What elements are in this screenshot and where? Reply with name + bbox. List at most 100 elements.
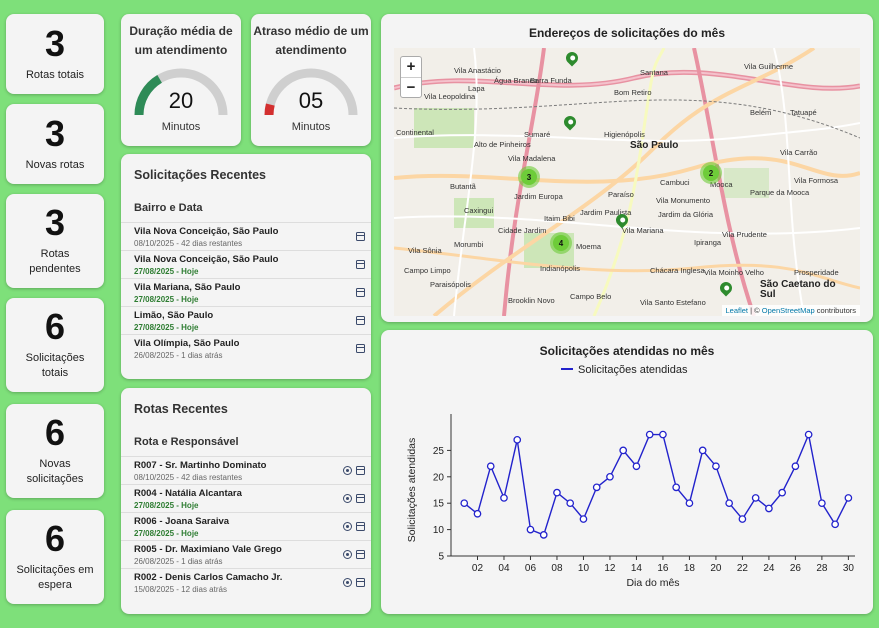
stat-value: 3 — [44, 22, 66, 64]
globe-icon[interactable] — [343, 522, 352, 531]
stat-label: Rotas totais — [25, 68, 85, 81]
stat-card-total-requests: 6 Solicitações totais — [6, 298, 104, 392]
gauge-title: Atraso médio de um atendimento — [253, 24, 369, 57]
map-place-label: Paraíso — [608, 190, 634, 199]
list-item-date: 27/08/2025 - Hoje — [134, 323, 199, 332]
map-place-label: Ipiranga — [694, 238, 722, 247]
list-item-title: R007 - Sr. Martinho Dominato — [134, 460, 267, 471]
stat-value: 3 — [44, 112, 66, 154]
gauge-title: Duração média de um atendimento — [129, 24, 233, 57]
map-place-label: Paraisópolis — [430, 280, 471, 289]
gauge-value: 05 — [298, 88, 324, 113]
data-point — [553, 488, 561, 497]
gauge-avg-delay: Atraso médio de um atendimento 05 Minuto… — [251, 14, 371, 146]
data-point — [632, 462, 641, 471]
list-item[interactable]: Vila Mariana, São Paulo 27/08/2025 - Hoje — [121, 278, 371, 306]
leaflet-link[interactable]: Leaflet — [725, 306, 749, 315]
map-place-label: Moema — [576, 242, 602, 251]
y-tick-label: 25 — [433, 446, 445, 457]
list-item[interactable]: Vila Nova Conceição, São Paulo 08/10/2025… — [121, 222, 371, 250]
data-point — [579, 515, 588, 523]
calendar-icon[interactable] — [356, 288, 365, 297]
x-axis-label: Dia do mês — [626, 577, 679, 589]
map-cluster-marker[interactable]: 4 — [550, 232, 572, 254]
data-point — [751, 494, 760, 502]
calendar-icon[interactable] — [356, 466, 365, 475]
map-cluster-marker[interactable]: 2 — [700, 162, 722, 184]
calendar-icon[interactable] — [356, 316, 365, 325]
cluster-count: 2 — [703, 165, 719, 181]
list-item-title: R005 - Dr. Maximiano Vale Grego — [134, 544, 282, 555]
map-place-label: Jardim Paulista — [580, 208, 632, 217]
list-item[interactable]: R004 - Natália Alcantara 27/08/2025 - Hoj… — [121, 484, 371, 512]
globe-icon[interactable] — [343, 494, 352, 503]
globe-icon[interactable] — [343, 550, 352, 559]
map-place-label: Chácara Inglesa — [650, 266, 705, 275]
x-tick-label: 10 — [578, 563, 590, 574]
recent-requests-panel: Solicitações Recentes Bairro e Data Vila… — [121, 154, 371, 379]
map-place-label: Vila Santo Estefano — [640, 298, 706, 307]
x-tick-label: 22 — [737, 563, 749, 574]
x-tick-label: 20 — [710, 563, 722, 574]
data-point — [486, 462, 495, 471]
stat-value: 6 — [44, 412, 66, 454]
map-place-label: Jardim Europa — [514, 192, 563, 201]
map-place-label: São Paulo — [630, 140, 679, 151]
list-item[interactable]: R007 - Sr. Martinho Dominato 08/10/2025 -… — [121, 456, 371, 484]
x-tick-label: 12 — [604, 563, 616, 574]
map-place-label: Vila Mariana — [622, 226, 664, 235]
list-item[interactable]: Vila Nova Conceição, São Paulo 27/08/2025… — [121, 250, 371, 278]
map-place-label: Vila Carrão — [780, 148, 818, 157]
list-item[interactable]: Limão, São Paulo 27/08/2025 - Hoje — [121, 306, 371, 334]
stat-value: 6 — [44, 518, 66, 560]
calendar-icon[interactable] — [356, 344, 365, 353]
data-point — [539, 531, 548, 539]
map-place-label: Cidade Jardim — [498, 226, 547, 235]
list-item[interactable]: R005 - Dr. Maximiano Vale Grego 26/08/202… — [121, 540, 371, 568]
zoom-out-button[interactable]: − — [401, 77, 421, 97]
list-item[interactable]: R002 - Denis Carlos Camacho Jr. 15/08/202… — [121, 568, 371, 596]
chart-title: Solicitações atendidas no mês — [539, 344, 715, 358]
list-item-title: Limão, São Paulo — [134, 310, 214, 321]
stat-value: 3 — [44, 202, 66, 244]
map-place-label: Continental — [396, 128, 434, 137]
map-place-label: Vila Anastácio — [454, 66, 501, 75]
stat-card-waiting-requests: 6 Solicitações em espera — [6, 510, 104, 604]
calendar-icon[interactable] — [356, 578, 365, 587]
map-cluster-marker[interactable]: 3 — [518, 166, 540, 188]
gauge-avg-duration: Duração média de um atendimento 20 Minut… — [121, 14, 241, 146]
data-point — [712, 462, 720, 471]
map-place-label: Tatuapé — [790, 108, 817, 117]
data-point — [804, 430, 813, 439]
list-item-title: R006 - Joana Saraiva — [134, 516, 230, 527]
list-item[interactable]: R006 - Joana Saraiva 27/08/2025 - Hoje — [121, 512, 371, 540]
calendar-icon[interactable] — [356, 232, 365, 241]
globe-icon[interactable] — [343, 578, 352, 587]
map-place-label: Bom Retiro — [614, 88, 652, 97]
data-point — [513, 435, 522, 444]
calendar-icon[interactable] — [356, 260, 365, 269]
osm-link[interactable]: OpenStreetMap — [761, 306, 815, 315]
x-tick-label: 28 — [816, 563, 828, 574]
y-tick-label: 15 — [433, 499, 445, 510]
globe-icon[interactable] — [343, 466, 352, 475]
gauge-unit: Minutos — [291, 121, 331, 133]
zoom-in-button[interactable]: + — [406, 58, 416, 75]
stat-label: Solicitações em espera — [16, 564, 94, 591]
list-item-date: 26/08/2025 - 1 dias atrás — [134, 557, 223, 566]
line-chart: Solicitações atendidas 5 10 15 20 25 02 04 06 08 1… — [406, 364, 855, 589]
list-item-title: Vila Nova Conceição, São Paulo — [134, 226, 279, 237]
data-point — [619, 446, 628, 455]
list-item-date: 27/08/2025 - Hoje — [134, 529, 199, 538]
data-point — [566, 499, 575, 508]
calendar-icon[interactable] — [356, 522, 365, 531]
y-tick-label: 5 — [438, 552, 444, 563]
list-item[interactable]: Vila Olímpia, São Paulo 26/08/2025 - 1 di… — [121, 334, 371, 362]
map-place-label: Barra Funda — [530, 76, 572, 85]
gauge-arc — [134, 68, 228, 116]
map-place-label: Higienópolis — [604, 130, 645, 139]
calendar-icon[interactable] — [356, 550, 365, 559]
map-view[interactable]: São Paulo Barra Funda Bom Retiro Vila Leopo… — [394, 48, 860, 316]
column-header: Rota e Responsável — [134, 436, 239, 448]
calendar-icon[interactable] — [356, 494, 365, 503]
